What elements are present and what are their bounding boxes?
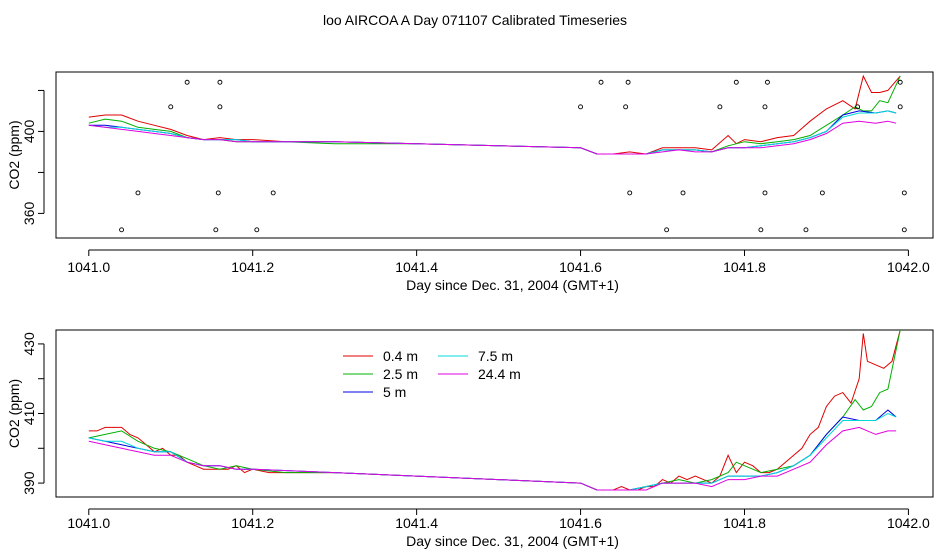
top-panel: 1041.0 1041.2 1041.4 1041.6 1041.8 1042.0 Day …	[6, 71, 934, 293]
data-point-marker	[217, 104, 223, 110]
series-line-24-4-m	[88, 120, 897, 155]
plot-frame	[55, 71, 934, 239]
y-tick-label: 430	[21, 332, 37, 356]
data-point-marker	[764, 79, 770, 85]
y-tick-label: 400	[21, 120, 37, 144]
data-point-marker	[762, 104, 768, 110]
y-tick-label: 360	[21, 202, 37, 226]
data-point-marker	[168, 104, 174, 110]
legend-label: 0.4 m	[383, 348, 418, 364]
x-tick-label: 1041.2	[231, 259, 274, 275]
data-point-marker	[762, 190, 768, 196]
data-point-marker	[627, 190, 633, 196]
data-point-marker	[664, 227, 670, 233]
data-point-marker	[578, 104, 584, 110]
x-tick-label: 1041.4	[395, 259, 438, 275]
x-tick-label: 1041.2	[231, 515, 274, 531]
data-point-marker	[623, 104, 629, 110]
data-point-marker	[901, 190, 907, 196]
series-line-0-4-m	[88, 329, 901, 491]
legend-label: 5 m	[383, 384, 406, 400]
x-tick-label: 1041.6	[559, 515, 602, 531]
series-line-2-5-m	[88, 75, 901, 155]
x-axis-label: Day since Dec. 31, 2004 (GMT+1)	[406, 277, 619, 293]
series-line-7-5-m	[88, 412, 897, 491]
data-point-marker	[213, 227, 219, 233]
data-point-marker	[733, 79, 739, 85]
data-point-marker	[270, 190, 276, 196]
data-point-marker	[184, 79, 190, 85]
bottom-panel: 1041.0 1041.2 1041.4 1041.6 1041.8 1042.0 Day …	[6, 329, 934, 549]
data-point-marker	[855, 104, 861, 110]
plot-frame	[55, 329, 934, 498]
data-point-marker	[901, 227, 907, 233]
data-point-marker	[119, 227, 125, 233]
data-point-marker	[254, 227, 260, 233]
series-line-0-4-m	[88, 74, 901, 155]
series-line-7-5-m	[88, 110, 897, 155]
legend-label: 7.5 m	[478, 348, 513, 364]
y-tick-label: 410	[21, 402, 37, 426]
data-point-marker	[625, 79, 631, 85]
data-point-marker	[217, 79, 223, 85]
data-point-marker	[897, 79, 903, 85]
y-tick-label: 390	[21, 471, 37, 495]
y-axis-label: CO2 (ppm)	[6, 120, 22, 189]
x-tick-label: 1041.8	[723, 515, 766, 531]
data-point-marker	[803, 227, 809, 233]
data-point-marker	[897, 104, 903, 110]
data-point-marker	[819, 190, 825, 196]
data-point-marker	[598, 79, 604, 85]
x-tick-label: 1041.8	[723, 259, 766, 275]
data-point-marker	[215, 190, 221, 196]
data-point-marker	[717, 104, 723, 110]
x-tick-label: 1042.0	[887, 515, 930, 531]
x-axis-label: Day since Dec. 31, 2004 (GMT+1)	[406, 533, 619, 549]
series-line-5-m	[88, 409, 897, 491]
x-tick-label: 1042.0	[887, 259, 930, 275]
legend-label: 2.5 m	[383, 366, 418, 382]
x-tick-label: 1041.6	[559, 259, 602, 275]
data-point-marker	[680, 190, 686, 196]
chart-title: loo AIRCOA A Day 071107 Calibrated Times…	[322, 12, 627, 28]
y-axis-label: CO2 (ppm)	[6, 379, 22, 448]
data-point-marker	[758, 227, 764, 233]
legend-label: 24.4 m	[478, 366, 521, 382]
series-line-24-4-m	[88, 426, 897, 491]
x-tick-label: 1041.0	[67, 515, 110, 531]
x-tick-label: 1041.0	[67, 259, 110, 275]
data-point-marker	[135, 190, 141, 196]
series-line-5-m	[88, 110, 897, 155]
x-tick-label: 1041.4	[395, 515, 438, 531]
